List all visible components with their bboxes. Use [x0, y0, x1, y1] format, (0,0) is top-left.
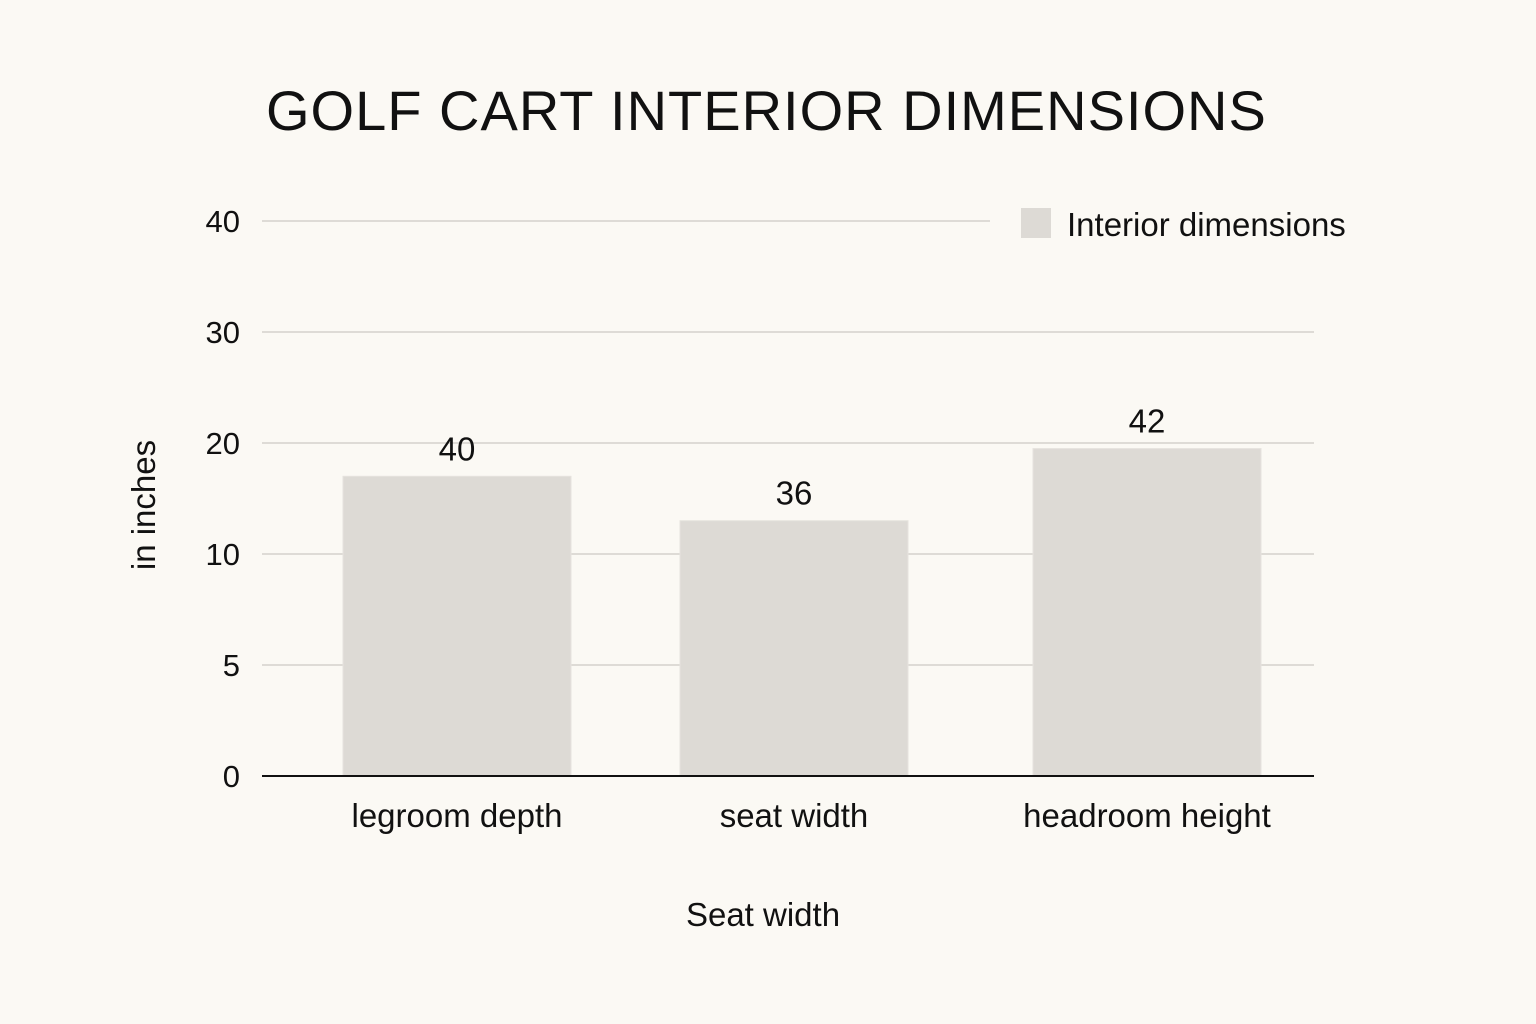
x-axis-label: Seat width: [686, 896, 840, 933]
bar-legroom-depth: [342, 475, 572, 777]
bars: [342, 448, 1262, 777]
chart-title: GOLF CART INTERIOR DIMENSIONS: [266, 79, 1267, 142]
y-tick-label: 20: [206, 426, 240, 461]
x-category-label: headroom height: [1023, 797, 1271, 834]
data-labels: 40 36 42: [439, 403, 1166, 512]
y-tick-label: 5: [223, 648, 240, 683]
x-axis-categories: legroom depth seat width headroom height: [352, 797, 1271, 834]
x-category-label: seat width: [720, 797, 869, 834]
x-category-label: legroom depth: [352, 797, 563, 834]
bar-headroom-height: [1032, 448, 1262, 777]
legend: Interior dimensions: [1021, 206, 1346, 243]
y-axis-ticks: 0 5 10 20 30 40: [206, 204, 240, 794]
data-label: 40: [439, 430, 476, 467]
y-tick-label: 10: [206, 537, 240, 572]
data-label: 36: [776, 475, 813, 512]
legend-swatch: [1021, 208, 1051, 238]
data-label: 42: [1129, 403, 1166, 440]
y-tick-label: 30: [206, 315, 240, 350]
y-tick-label: 0: [223, 759, 240, 794]
y-tick-label: 40: [206, 204, 240, 239]
bar-seat-width: [679, 520, 909, 777]
legend-label: Interior dimensions: [1067, 206, 1346, 243]
y-axis-label: in inches: [125, 440, 162, 570]
